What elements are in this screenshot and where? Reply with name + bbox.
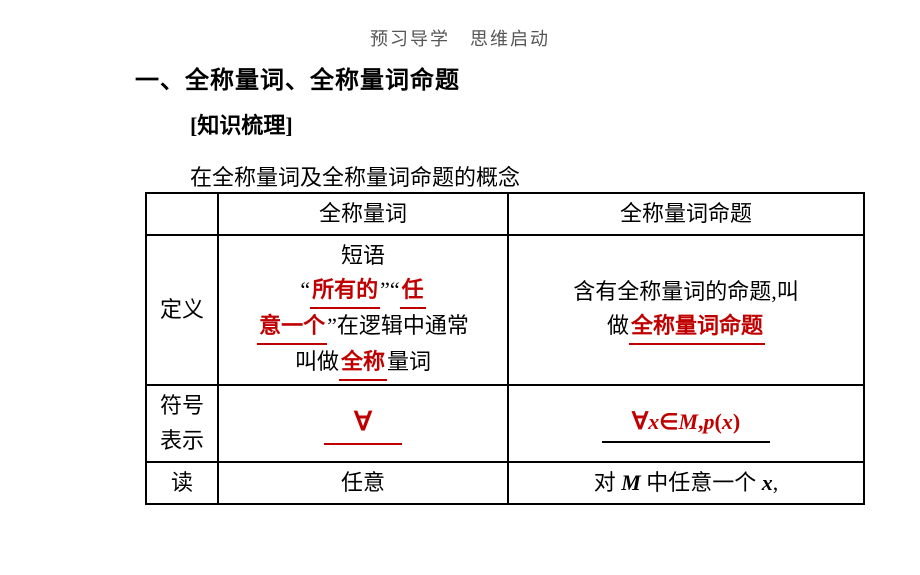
row-symbol: 符号 表示 ∀ ∀x∈M,p(x) bbox=[146, 385, 864, 461]
sym3-x2: x bbox=[722, 409, 733, 434]
def-post1: ”在逻辑中通常 bbox=[327, 313, 469, 338]
def3-line1: 含有全称量词的命题,叫 bbox=[573, 279, 799, 304]
def-pre1: 短语 bbox=[341, 243, 385, 268]
sym-col2: ∀ bbox=[218, 385, 508, 461]
sym-col3: ∀x∈M,p(x) bbox=[508, 385, 864, 461]
read-col2: 任意 bbox=[218, 462, 508, 504]
def-col3: 含有全称量词的命题,叫 做全称量词命题 bbox=[508, 235, 864, 385]
read-label: 读 bbox=[146, 462, 218, 504]
section-subtitle: [知识梳理] bbox=[190, 108, 293, 140]
def3-blank: 全称量词命题 bbox=[631, 313, 763, 338]
head-col2: 全称量词 bbox=[218, 193, 508, 235]
sym3-in: ∈ bbox=[659, 409, 678, 434]
read-col3: 对 M 中任意一个 x, bbox=[508, 462, 864, 504]
row-read: 读 任意 对 M 中任意一个 x, bbox=[146, 462, 864, 504]
sym3-x: x bbox=[648, 409, 659, 434]
sym3-forall: ∀ bbox=[632, 409, 648, 435]
def-q2: ”“ bbox=[380, 277, 400, 302]
def-line3a: 叫做 bbox=[295, 349, 339, 374]
read3-x: x bbox=[762, 470, 773, 495]
row-definition: 定义 短语 “所有的”“任 意一个”在逻辑中通常 叫做全称量词 含有全称量词的命… bbox=[146, 235, 864, 385]
read3-a: 对 bbox=[594, 470, 622, 495]
def-blank2b: 意一个 bbox=[259, 313, 325, 338]
section-title: 一、全称量词、全称量词命题 bbox=[135, 60, 460, 95]
def-col2: 短语 “所有的”“任 意一个”在逻辑中通常 叫做全称量词 bbox=[218, 235, 508, 385]
section-intro: 在全称量词及全称量词命题的概念 bbox=[190, 160, 520, 192]
sym-forall: ∀ bbox=[354, 407, 372, 436]
concept-table: 全称量词 全称量词命题 定义 短语 “所有的”“任 意一个”在逻辑中通常 叫做全… bbox=[145, 192, 865, 505]
header-breadcrumb: 预习导学 思维启动 bbox=[0, 25, 920, 51]
sym-label2: 表示 bbox=[160, 428, 204, 453]
read3-b: 中任意一个 bbox=[641, 470, 762, 495]
read3-c: , bbox=[773, 470, 779, 495]
head-empty bbox=[146, 193, 218, 235]
sym3-lp: ( bbox=[715, 409, 722, 434]
sym-label: 符号 表示 bbox=[146, 385, 218, 461]
sym3-rp: ) bbox=[733, 409, 740, 434]
def-blank3: 全称 bbox=[341, 349, 385, 374]
sym3-p: p bbox=[704, 409, 715, 434]
breadcrumb-text: 预习导学 思维启动 bbox=[360, 29, 560, 49]
def-blank2a: 任 bbox=[402, 277, 424, 302]
def-label: 定义 bbox=[146, 235, 218, 385]
table-head-row: 全称量词 全称量词命题 bbox=[146, 193, 864, 235]
read3-M: M bbox=[621, 470, 641, 495]
head-col3: 全称量词命题 bbox=[508, 193, 864, 235]
def-q1: “ bbox=[300, 277, 310, 302]
sym3-M: M bbox=[678, 409, 698, 434]
def3-line2a: 做 bbox=[607, 313, 629, 338]
sym-label1: 符号 bbox=[160, 393, 204, 418]
def-blank1: 所有的 bbox=[312, 277, 378, 302]
def-line3b: 量词 bbox=[387, 349, 431, 374]
